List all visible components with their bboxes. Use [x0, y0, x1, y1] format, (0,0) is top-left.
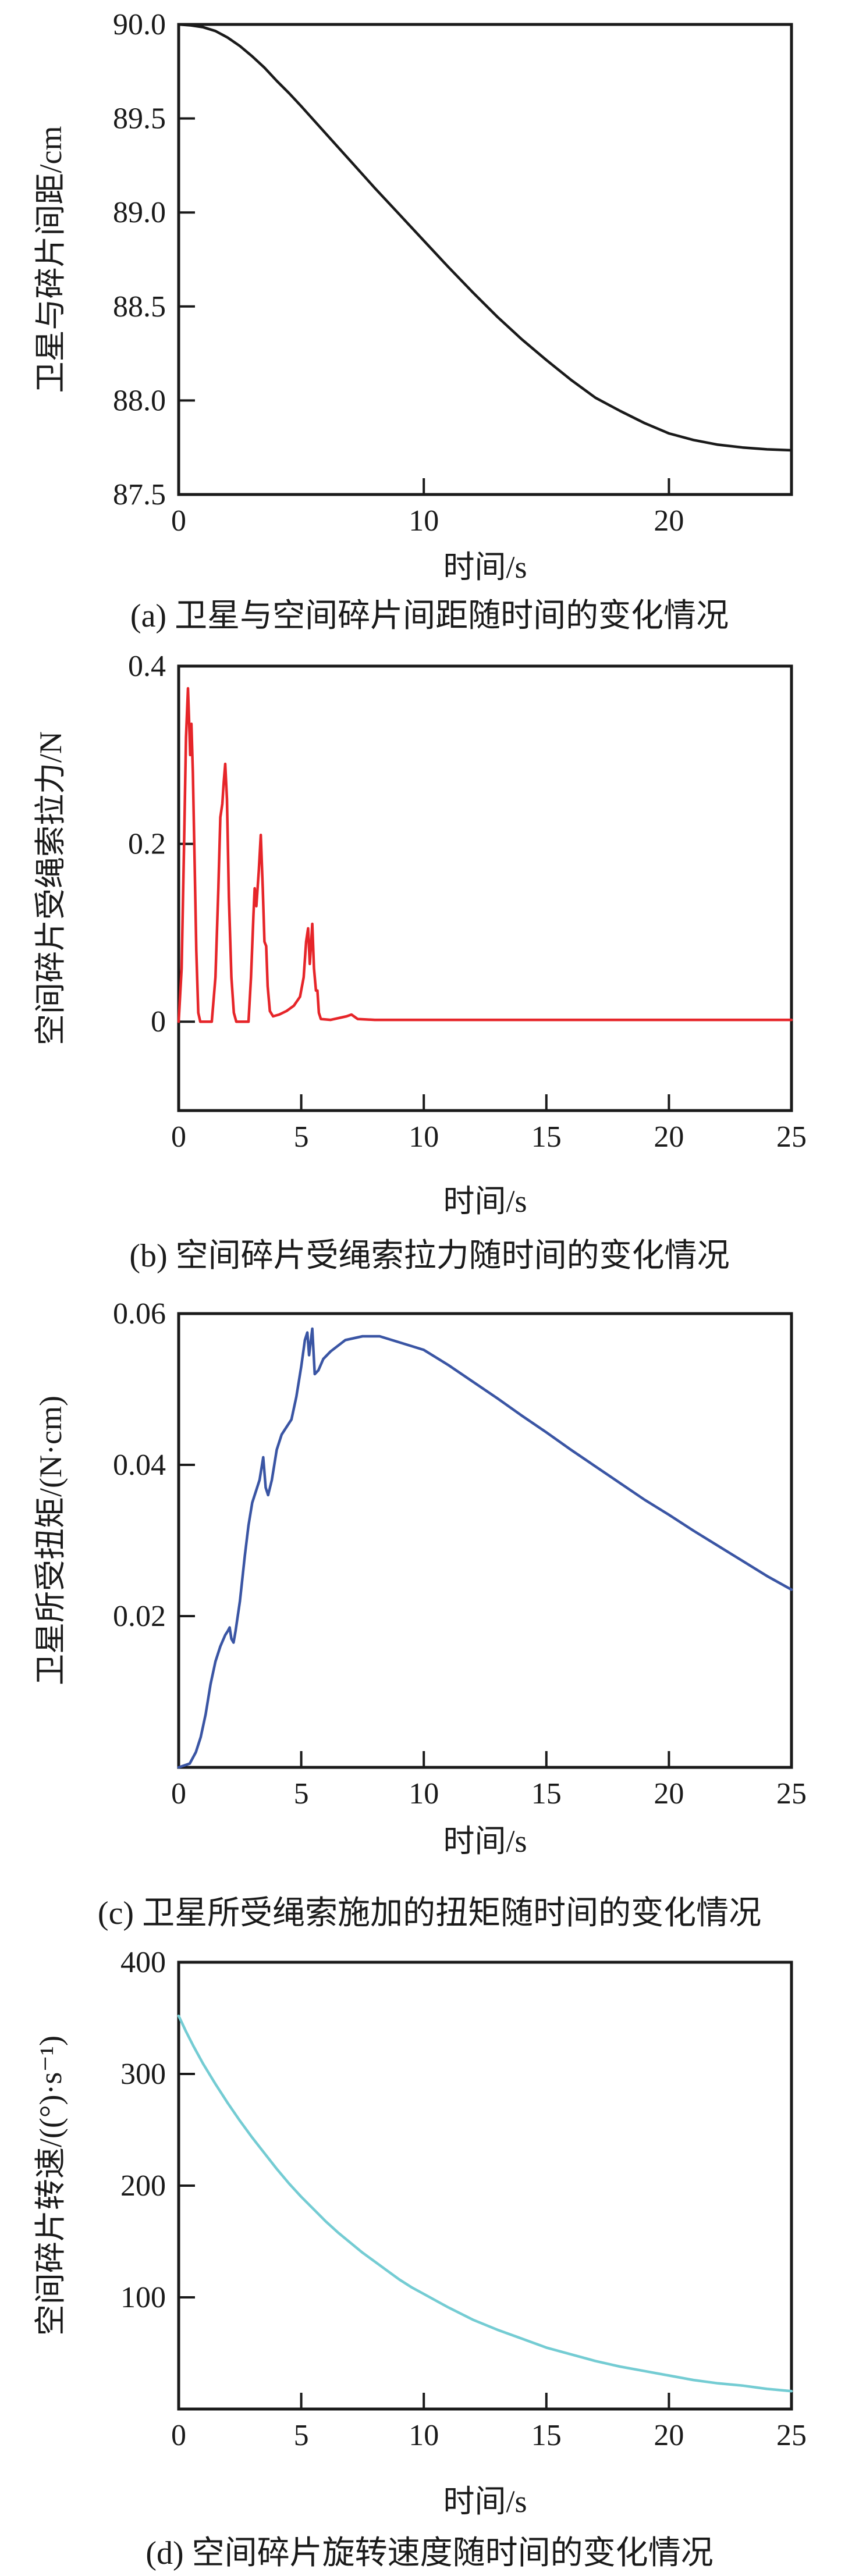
y-tick-label: 0.4 — [128, 650, 166, 683]
x-tick-label: 0 — [171, 504, 186, 538]
chart-d-spin-rate-vs-time: 0 5 10 15 20 25 100 200 300 400 空间碎片转速/((°)·s⁻¹) — [33, 1946, 807, 2452]
x-tick-label: 0 — [171, 2419, 186, 2452]
x-tick-label: 20 — [654, 2419, 684, 2452]
chart-a-distance-vs-time: 0 10 20 87.5 88.0 88.5 89.0 89.5 90.0 卫星与碎片间距/cm — [33, 8, 793, 538]
x-tick-label: 20 — [654, 1777, 684, 1810]
data-curve-c — [177, 1327, 793, 1769]
panel-d: 0 5 10 15 20 25 100 200 300 400 空间碎片转速/((°)·s⁻¹) 时… — [0, 1932, 859, 2576]
chart-c-xlabel: 时间/s — [443, 1824, 527, 1859]
x-tick-label: 0 — [171, 1120, 186, 1154]
chart-a-caption: (a) 卫星与空间碎片间距随时间的变化情况 — [130, 598, 729, 634]
x-tick-label: 15 — [531, 2419, 562, 2452]
chart-c-torque-vs-time: 0 5 10 15 20 25 0.02 0.04 0.06 卫星所受扭矩/(N·cm) — [33, 1297, 807, 1810]
y-tick-label: 89.5 — [113, 102, 166, 136]
chart-c-caption: (c) 卫星所受绳索施加的扭矩随时间的变化情况 — [97, 1895, 762, 1931]
x-tick-label: 0 — [171, 1777, 186, 1810]
chart-a-xlabel: 时间/s — [443, 550, 527, 585]
y-tick-label: 300 — [120, 2058, 166, 2091]
x-tick-label: 20 — [654, 1120, 684, 1154]
y-tick-label: 89.0 — [113, 196, 166, 229]
panel-b: 0 5 10 15 20 25 0 0.2 0.4 空间碎片受绳索拉力/N 时间/s (b) 空间… — [0, 644, 859, 1288]
plot-border — [177, 23, 793, 496]
x-tick-label: 10 — [409, 504, 439, 538]
panel-a: 0 10 20 87.5 88.0 88.5 89.0 89.5 90.0 卫星与碎片间距/cm … — [0, 0, 859, 644]
x-tick-label: 25 — [776, 2419, 807, 2452]
x-tick-label: 10 — [409, 1120, 439, 1154]
y-tick-label: 400 — [120, 1946, 166, 1979]
y-tick-label: 100 — [120, 2281, 166, 2314]
y-tick-label: 88.5 — [113, 290, 166, 323]
y-axis-title: 卫星与碎片间距/cm — [33, 126, 68, 393]
y-tick-label: 200 — [120, 2169, 166, 2203]
chart-b-tension-vs-time: 0 5 10 15 20 25 0 0.2 0.4 空间碎片受绳索拉力/N — [33, 650, 807, 1154]
x-tick-label: 20 — [654, 504, 684, 538]
x-tick-label: 25 — [776, 1777, 807, 1810]
y-tick-label: 88.0 — [113, 384, 166, 417]
y-tick-label: 87.5 — [113, 478, 166, 511]
x-tick-label: 10 — [409, 1777, 439, 1810]
x-tick-label: 5 — [294, 1777, 309, 1810]
x-tick-label: 5 — [294, 2419, 309, 2452]
y-tick-label: 90.0 — [113, 8, 166, 41]
x-tick-label: 15 — [531, 1120, 562, 1154]
chart-b-caption: (b) 空间碎片受绳索拉力随时间的变化情况 — [129, 1238, 730, 1274]
x-tick-label: 10 — [409, 2419, 439, 2452]
x-tick-label: 5 — [294, 1120, 309, 1154]
y-axis-title: 空间碎片受绳索拉力/N — [33, 731, 68, 1045]
chart-b-xlabel: 时间/s — [443, 1184, 527, 1219]
y-tick-label: 0 — [151, 1005, 166, 1038]
y-axis-title: 卫星所受扭矩/(N·cm) — [33, 1396, 68, 1685]
chart-d-caption: (d) 空间碎片旋转速度随时间的变化情况 — [145, 2535, 714, 2571]
y-tick-label: 0.06 — [113, 1297, 166, 1330]
x-tick-label: 15 — [531, 1777, 562, 1810]
plot-border — [177, 1312, 793, 1769]
panel-c: 0 5 10 15 20 25 0.02 0.04 0.06 卫星所受扭矩/(N·cm) 时间/s… — [0, 1288, 859, 1932]
data-curve-d — [177, 2014, 793, 2393]
data-curve-b — [177, 686, 793, 1023]
y-tick-label: 0.04 — [113, 1449, 166, 1482]
chart-d-xlabel: 时间/s — [443, 2484, 527, 2519]
y-tick-label: 0.02 — [113, 1600, 166, 1633]
y-axis-title: 空间碎片转速/((°)·s⁻¹) — [33, 2036, 68, 2336]
y-tick-label: 0.2 — [128, 828, 166, 861]
data-curve-a — [177, 23, 793, 452]
plot-border — [177, 664, 793, 1112]
plot-border — [177, 1961, 793, 2411]
x-tick-label: 25 — [776, 1120, 807, 1154]
